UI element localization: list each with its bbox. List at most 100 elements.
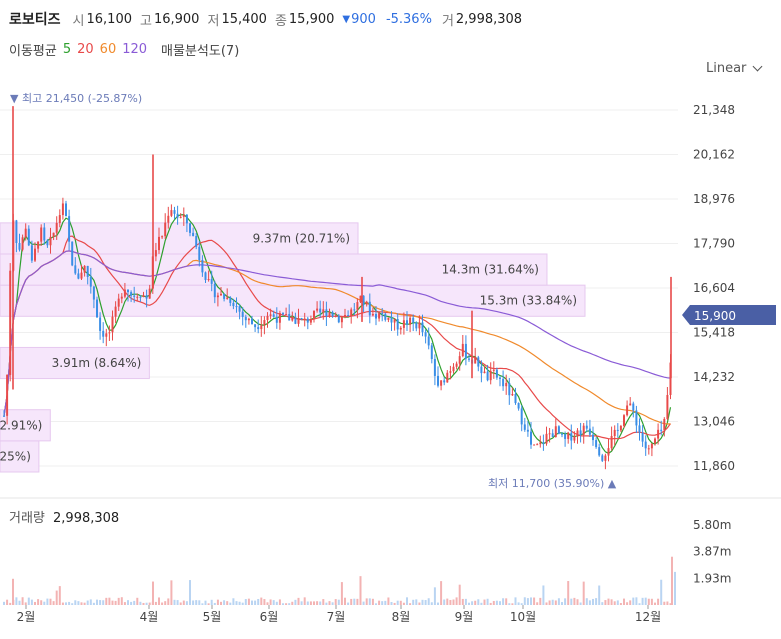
moving-average-legend[interactable]: 이동평균 5 20 60 120 매물분석도(7) [9,40,245,59]
volume-bar [152,581,154,605]
time-axis: 2월 4월 5월 6월 7월 8월 9월 10월 12월 [17,605,661,624]
volume-bar [378,600,381,605]
candle-body [371,314,374,316]
candle-body [244,316,247,321]
candle-body [334,315,337,317]
volume-bar [660,579,663,605]
volume-panel-title: 거래량 [9,511,45,526]
volume-bar [68,601,71,605]
ma-60[interactable]: 60 [99,42,117,57]
volume-profile-toggle[interactable]: 매물분석도(7) [161,44,240,59]
volume-bar [247,598,250,605]
candle-body [359,295,362,303]
volume-bar [632,597,635,605]
current-price-text: 15,900 [694,309,736,323]
volume-bar [443,599,446,605]
candle-body [533,444,536,446]
candle-body [437,375,439,386]
volume-bar [449,599,452,605]
volume-bar [641,597,644,605]
volume-bar [619,603,622,605]
ma-120[interactable]: 120 [122,42,148,57]
candle-body [303,318,306,320]
volume-bar [508,603,511,605]
candle-body [164,222,167,237]
candle-body [551,433,554,437]
volume-bar [644,597,647,605]
candle-body [629,403,632,406]
candle-body [536,444,539,446]
candle-body [117,298,120,307]
candle-body [3,415,5,417]
volume-bar [356,598,359,605]
candle-body [616,429,619,431]
candle-body [489,370,492,381]
volume-bar [77,601,80,605]
volume-bar [142,602,145,605]
volume-bar [21,597,24,605]
candle-body [309,319,312,323]
volume-bar [421,599,424,605]
volume-bar [285,603,288,605]
volume-bar [297,597,300,605]
candle-body [554,426,557,437]
candle-body [440,380,443,386]
volume-bar [192,600,195,605]
candle-body [362,295,365,305]
volume-bar [579,602,582,605]
candle-body [114,306,117,317]
candle-body [415,322,418,329]
candle-body [27,228,30,246]
candle-body [424,332,427,337]
volume-bar [588,600,591,605]
volume-bar [154,601,157,605]
candle-body [641,432,644,442]
y-tick-label: 14,232 [693,370,735,384]
volume-bar [278,599,281,605]
candle-body [561,433,563,435]
scale-dropdown[interactable]: Linear [706,61,763,76]
candle-body [666,394,669,419]
volume-bar [440,581,443,605]
volume-bar [337,599,340,605]
volume-bar [37,599,40,605]
candle-body [647,448,650,450]
candle-body [65,203,67,217]
volume-bar [650,598,653,605]
volume-bar [582,581,585,605]
candle-body [601,455,604,461]
volume-bar [6,599,9,605]
candle-body [430,345,433,360]
volume-bar [592,598,594,605]
candle-body [365,301,368,305]
candle-body [154,250,157,257]
volume-bar [52,601,55,605]
volume-bar [254,600,257,605]
x-tick-label: 4월 [140,610,159,624]
volume-profile-label: 9.37m (20.71%) [253,231,350,245]
volume-bar [148,602,151,605]
candle-body [204,272,207,280]
volume-profile-label: 15.3m (33.84%) [480,294,577,308]
volume-bar [226,601,229,605]
candle-body [278,313,281,323]
ma-5[interactable]: 5 [62,42,72,57]
change-percent: -5.36% [385,11,432,27]
ma-20[interactable]: 20 [77,42,94,57]
volume-bar [99,600,102,605]
candle-body [635,410,638,426]
volume-bar [399,600,402,605]
high-label: 고 [140,13,152,29]
candle-body [433,359,436,376]
current-price-tag: 15,900 [682,305,776,325]
y-tick-label: 20,162 [693,148,735,162]
candle-body [340,316,343,323]
y-tick-label: 11,860 [693,459,735,473]
volume-bar [179,602,182,605]
volume-bar [223,600,226,605]
candle-body [412,317,415,323]
candle-body [604,455,607,461]
volume-axis: 5.80m 3.87m 1.93m [693,518,731,585]
candle-body [229,297,232,303]
